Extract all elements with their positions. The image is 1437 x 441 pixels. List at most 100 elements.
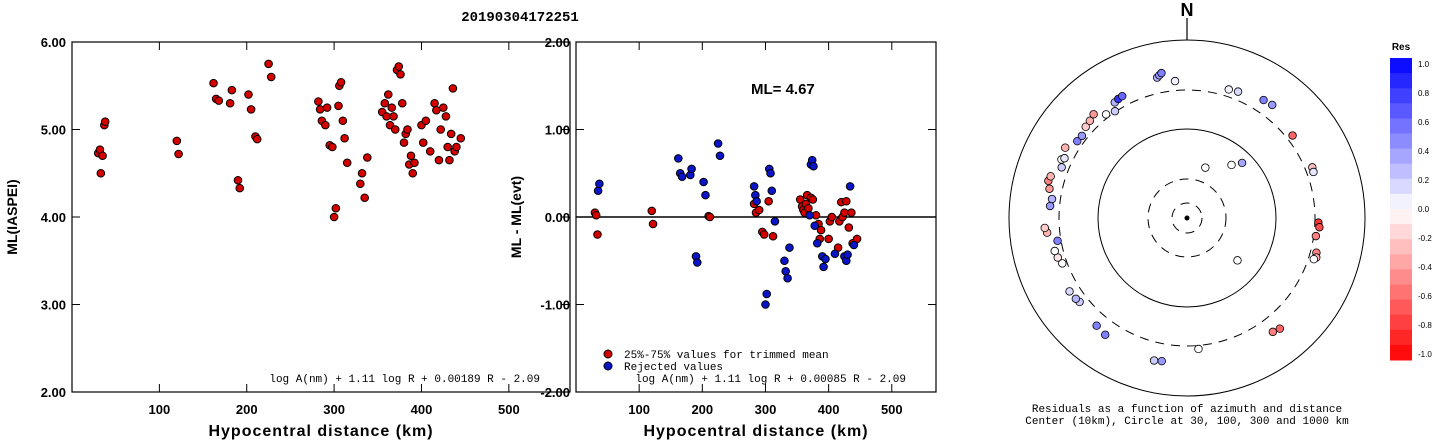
data-point	[421, 116, 431, 126]
range-circle	[1147, 178, 1227, 258]
data-point	[380, 98, 390, 108]
colorbar-tick-label: 0.4	[1418, 147, 1430, 156]
formula-annotation: log A(nm) + 1.11 log R + 0.00085 R - 2.0…	[635, 374, 906, 386]
data-point	[227, 85, 237, 95]
data-point	[334, 101, 343, 111]
data-point	[770, 217, 780, 226]
range-circle	[1171, 202, 1203, 234]
colorbar-cell	[1390, 58, 1412, 74]
data-point	[713, 139, 723, 148]
residual-point	[1089, 110, 1098, 119]
epicenter-dot	[1184, 215, 1190, 221]
residual-point	[1045, 201, 1055, 211]
data-point	[214, 96, 224, 105]
data-point	[225, 98, 235, 108]
data-point	[593, 186, 603, 196]
data-point	[314, 97, 323, 106]
colorbar-tick-label: -0.2	[1418, 234, 1432, 243]
y-tick-label: -2.00	[540, 385, 570, 400]
residual-point	[1065, 287, 1074, 296]
data-point	[235, 183, 245, 193]
legend-label: 25%-75% values for trimmed mean	[624, 350, 829, 362]
y-tick-label: 1.00	[545, 123, 570, 138]
residual-point	[1057, 163, 1066, 172]
residual-point	[1071, 294, 1081, 303]
residual-point	[1081, 122, 1090, 131]
x-tick-label: 400	[411, 402, 433, 417]
data-point	[399, 138, 409, 147]
x-tick-label: 100	[149, 402, 171, 417]
residual-point	[1058, 259, 1067, 268]
data-point	[390, 125, 400, 134]
data-point	[387, 103, 397, 112]
colorbar-cell	[1390, 148, 1412, 165]
data-point	[677, 172, 687, 182]
data-point	[408, 168, 418, 178]
data-point	[396, 70, 405, 79]
colorbar-tick-label: -0.6	[1418, 292, 1432, 301]
data-point	[761, 300, 770, 309]
residual-point	[1077, 131, 1087, 141]
data-point	[382, 112, 391, 121]
y-tick-label: 2.00	[545, 35, 570, 50]
data-point	[172, 136, 182, 146]
data-point	[768, 231, 778, 241]
ml-value-label: ML= 4.67	[751, 81, 815, 98]
data-point	[266, 72, 276, 82]
colorbar-tick-label: 0.6	[1418, 118, 1430, 127]
data-point	[764, 196, 773, 206]
data-point	[843, 250, 852, 259]
residual-point	[1275, 324, 1285, 333]
residual-point	[1288, 131, 1297, 140]
data-point	[849, 240, 859, 250]
data-point	[174, 149, 183, 159]
residual-point	[1050, 246, 1059, 256]
data-point	[701, 190, 710, 200]
colorbar-cell	[1390, 284, 1412, 301]
residual-point	[1092, 321, 1101, 330]
y-tick-label: -1.00	[540, 298, 570, 313]
data-point	[441, 112, 451, 121]
residual-point	[1157, 356, 1166, 366]
x-tick-label: 400	[818, 402, 840, 417]
legend-label: Rejected values	[624, 362, 723, 374]
colorbar-cell	[1390, 344, 1412, 361]
plot-frame-1	[71, 41, 571, 393]
data-point	[336, 77, 346, 87]
data-point	[845, 182, 855, 191]
data-point	[340, 133, 349, 143]
legend-marker	[603, 361, 613, 371]
residual-point	[1268, 100, 1277, 110]
colorbar-cell	[1390, 209, 1412, 225]
data-point	[821, 254, 830, 264]
data-point	[252, 134, 262, 144]
colorbar-tick-label: -0.8	[1418, 321, 1432, 330]
data-point	[648, 219, 658, 229]
data-point	[389, 112, 398, 121]
data-point	[456, 133, 466, 143]
data-point	[264, 59, 273, 69]
x-axis-label: Hypocentral distance (km)	[643, 423, 868, 440]
data-point	[233, 175, 243, 185]
data-point	[762, 289, 772, 299]
data-point	[360, 193, 369, 203]
data-point	[209, 78, 218, 88]
residual-point	[1085, 116, 1095, 126]
data-point	[692, 258, 702, 267]
data-point	[767, 186, 777, 196]
y-tick-label: 4.00	[41, 210, 66, 225]
residual-point	[1315, 223, 1324, 232]
data-point	[816, 225, 826, 235]
x-tick-label: 500	[881, 402, 903, 417]
residual-point	[1110, 107, 1120, 116]
residual-point	[1194, 344, 1203, 354]
residual-point	[1309, 167, 1318, 177]
range-circle	[1058, 89, 1316, 347]
data-point	[439, 103, 448, 112]
data-point	[356, 179, 365, 189]
residual-point	[1233, 87, 1243, 96]
data-point	[403, 125, 412, 134]
residual-point	[1201, 163, 1210, 172]
data-point	[752, 196, 761, 206]
